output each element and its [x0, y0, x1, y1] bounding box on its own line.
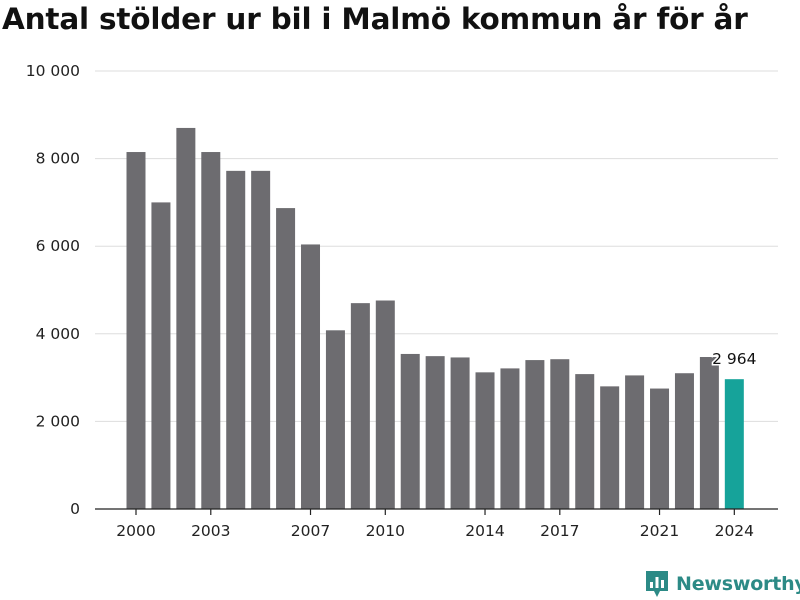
x-axis: 2000 2003 2007 2010 2014 2017 2021 2024	[95, 508, 778, 540]
bar-2011	[400, 353, 420, 509]
bar-2013	[450, 357, 470, 509]
bar-2010	[375, 300, 395, 509]
bar-2024	[724, 379, 744, 509]
x-tick-label: 2000	[116, 522, 155, 540]
bar-2002	[176, 127, 196, 509]
y-tick-label: 8 000	[36, 150, 80, 168]
bar-2009	[350, 303, 370, 509]
bar-2020	[625, 375, 645, 509]
x-tick-label: 2021	[640, 522, 679, 540]
bar-2023	[699, 357, 719, 509]
bars	[126, 127, 744, 510]
y-tick-label: 4 000	[36, 325, 80, 343]
bar-2018	[575, 374, 595, 509]
bar-2008	[325, 330, 345, 509]
x-tick-label: 2007	[291, 522, 330, 540]
bar-2014	[475, 372, 495, 509]
x-tick-label: 2014	[465, 522, 504, 540]
newsworthy-logo-icon	[646, 571, 668, 597]
newsworthy-logo: Newsworthy	[644, 569, 800, 599]
newsworthy-logo-text: Newsworthy	[676, 573, 800, 595]
bar-2006	[276, 208, 296, 509]
bar-2017	[550, 359, 570, 509]
bar-2021	[650, 388, 670, 509]
x-tick-label: 2017	[540, 522, 579, 540]
bar-2003	[201, 152, 221, 509]
x-tick-label: 2024	[715, 522, 754, 540]
y-tick-label: 2 000	[36, 412, 80, 430]
data-labels: 2 964	[711, 349, 758, 370]
y-axis: 0 2 000 4 000 6 000 8 000 10 000	[26, 62, 80, 518]
y-tick-label: 6 000	[36, 237, 80, 255]
x-tick-label: 2010	[366, 522, 405, 540]
chart-title: Antal stölder ur bil i Malmö kommun år f…	[2, 2, 748, 36]
data-label-2024: 2 964	[712, 350, 756, 368]
bar-2001	[151, 202, 171, 509]
bar-2007	[301, 244, 321, 509]
bar-2019	[600, 386, 620, 509]
y-tick-label: 0	[70, 500, 80, 518]
bar-2000	[126, 152, 146, 509]
bar-2022	[674, 373, 694, 509]
bar-2004	[226, 170, 246, 510]
bar-2015	[500, 368, 520, 509]
x-tick-label: 2003	[191, 522, 230, 540]
bar-2005	[251, 170, 271, 510]
y-tick-label: 10 000	[26, 62, 80, 80]
bar-2012	[425, 356, 445, 509]
bar-2016	[525, 360, 545, 509]
